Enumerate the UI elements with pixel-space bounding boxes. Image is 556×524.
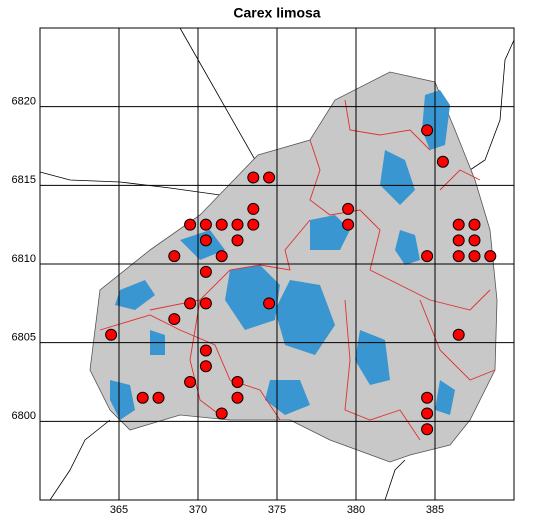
boundary (99, 314, 281, 421)
border-line (469, 39, 515, 171)
lake (265, 380, 310, 415)
occurrence-point (342, 202, 355, 215)
border-line (49, 419, 111, 501)
occurrence-point (231, 391, 244, 404)
lake (395, 230, 420, 265)
lake (275, 280, 335, 355)
y-tick-label: 6810 (12, 253, 36, 265)
occurrence-point (421, 124, 434, 137)
lake (380, 150, 415, 205)
occurrence-point (199, 234, 212, 247)
x-tick-label: 370 (189, 504, 207, 516)
boundary (344, 99, 431, 151)
occurrence-point (452, 234, 465, 247)
occurrence-point (263, 171, 276, 184)
lake (435, 380, 455, 415)
occurrence-point (263, 297, 276, 310)
boundary (344, 299, 421, 441)
occurrence-point (231, 234, 244, 247)
occurrence-point (168, 250, 181, 263)
occurrence-point (468, 234, 481, 247)
y-tick-label: 6805 (12, 332, 36, 344)
occurrence-point (231, 218, 244, 231)
boundary (419, 299, 496, 381)
occurrence-point (215, 250, 228, 263)
occurrence-point (247, 202, 260, 215)
occurrence-point (105, 328, 118, 341)
lake (110, 380, 135, 420)
x-tick-label: 380 (347, 504, 365, 516)
occurrence-point (199, 344, 212, 357)
occurrence-point (436, 155, 449, 168)
occurrence-point (199, 297, 212, 310)
occurrence-point (199, 360, 212, 373)
boundary (369, 269, 491, 311)
border-line (179, 27, 259, 166)
occurrence-point (184, 297, 197, 310)
occurrence-point (231, 376, 244, 388)
occurrence-point (247, 218, 260, 231)
chart-title: Carex limosa (233, 5, 320, 21)
basemap (39, 27, 515, 501)
y-tick-label: 6800 (12, 410, 36, 422)
x-tick-label: 375 (268, 504, 286, 516)
occurrence-point (199, 218, 212, 231)
boundary (439, 169, 481, 191)
occurrence-point (215, 407, 228, 420)
x-tick-label: 385 (426, 504, 444, 516)
occurrence-point (452, 250, 465, 263)
y-tick-label: 6815 (12, 174, 36, 186)
occurrence-point (421, 250, 434, 263)
occurrence-point (484, 250, 497, 263)
occurrence-point (184, 376, 197, 388)
occurrence-point (468, 218, 481, 231)
occurrence-point (152, 391, 165, 404)
boundary (309, 139, 381, 271)
boundaries (99, 99, 496, 441)
occurrence-point (452, 328, 465, 341)
occurrence-point (421, 407, 434, 420)
lakes (110, 90, 455, 420)
occurrence-point (342, 218, 355, 231)
occurrence-point (136, 391, 149, 404)
occurrence-point (199, 265, 212, 278)
occurrence-point (468, 250, 481, 263)
occurrence-point (452, 218, 465, 231)
x-tick-label: 365 (110, 504, 128, 516)
occurrence-point (215, 218, 228, 231)
occurrence-point (247, 171, 260, 184)
occurrence-point (168, 313, 181, 326)
lake (310, 215, 350, 250)
occurrence-point (184, 218, 197, 231)
occurrence-point (421, 391, 434, 404)
lake (115, 280, 155, 310)
y-tick-label: 6820 (12, 96, 36, 108)
lake (225, 265, 280, 330)
border-line (384, 459, 406, 501)
lake (355, 330, 390, 385)
occurrence-point (421, 423, 434, 436)
